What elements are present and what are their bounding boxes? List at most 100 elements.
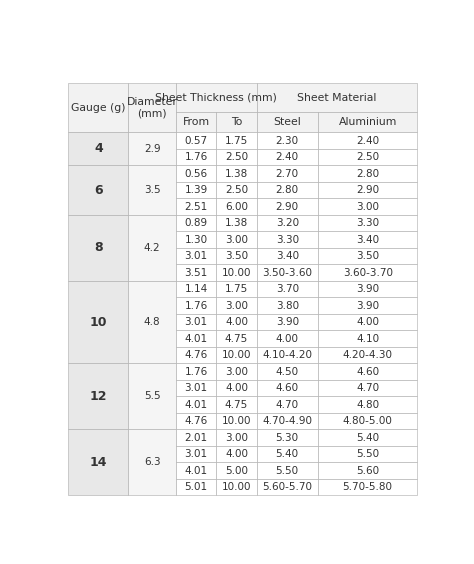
Text: 0.56: 0.56 xyxy=(184,169,208,179)
Bar xyxy=(128,281,176,363)
Text: 5.30: 5.30 xyxy=(276,433,299,443)
Bar xyxy=(318,281,418,297)
Bar xyxy=(318,215,418,231)
Bar xyxy=(128,363,176,429)
Bar xyxy=(176,265,217,281)
Text: 6: 6 xyxy=(94,184,103,197)
Bar xyxy=(256,396,318,413)
Bar xyxy=(217,363,256,380)
Text: 3.20: 3.20 xyxy=(276,218,299,228)
Bar xyxy=(256,231,318,248)
Bar xyxy=(176,149,217,165)
Bar xyxy=(128,429,176,495)
Bar xyxy=(217,462,256,479)
Text: 1.30: 1.30 xyxy=(184,235,208,245)
Text: 4.60: 4.60 xyxy=(276,383,299,393)
Bar xyxy=(318,314,418,331)
Bar xyxy=(256,314,318,331)
Text: 4.50: 4.50 xyxy=(276,367,299,377)
Text: 3.01: 3.01 xyxy=(184,449,208,459)
Text: 1.76: 1.76 xyxy=(184,152,208,162)
Text: 2.50: 2.50 xyxy=(356,152,379,162)
Bar xyxy=(256,215,318,231)
Bar xyxy=(318,182,418,199)
Bar xyxy=(318,363,418,380)
Text: 2.50: 2.50 xyxy=(225,152,248,162)
Bar xyxy=(68,429,128,495)
Text: 2.30: 2.30 xyxy=(276,135,299,146)
Bar xyxy=(318,446,418,462)
Text: From: From xyxy=(182,117,210,127)
Bar xyxy=(68,133,128,165)
Text: 1.75: 1.75 xyxy=(225,284,248,294)
Text: 4.76: 4.76 xyxy=(184,350,208,360)
Text: 3.60-3.70: 3.60-3.70 xyxy=(343,268,392,277)
Text: 4.2: 4.2 xyxy=(144,243,161,253)
Bar xyxy=(176,112,217,133)
Bar xyxy=(318,297,418,314)
Bar xyxy=(176,462,217,479)
Text: 5.60-5.70: 5.60-5.70 xyxy=(262,482,312,492)
Bar xyxy=(217,199,256,215)
Text: 1.38: 1.38 xyxy=(225,218,248,228)
Bar xyxy=(217,380,256,396)
Text: 5.00: 5.00 xyxy=(225,466,248,475)
Bar xyxy=(217,314,256,331)
Bar xyxy=(176,314,217,331)
Text: 3.50: 3.50 xyxy=(225,251,248,261)
Text: Gauge (g): Gauge (g) xyxy=(71,103,126,113)
Text: 2.01: 2.01 xyxy=(184,433,208,443)
Text: 3.30: 3.30 xyxy=(356,218,379,228)
Text: 2.50: 2.50 xyxy=(225,185,248,195)
Text: 3.00: 3.00 xyxy=(356,202,379,212)
Text: 4.8: 4.8 xyxy=(144,317,161,327)
Bar xyxy=(318,429,418,446)
Bar xyxy=(68,215,128,281)
Bar xyxy=(68,165,128,215)
Bar xyxy=(256,462,318,479)
Bar xyxy=(217,133,256,149)
Text: 4: 4 xyxy=(94,142,103,156)
Bar xyxy=(217,331,256,347)
Text: 1.75: 1.75 xyxy=(225,135,248,146)
Text: 4.00: 4.00 xyxy=(225,317,248,327)
Text: 5.01: 5.01 xyxy=(184,482,208,492)
Text: 3.00: 3.00 xyxy=(225,301,248,311)
Text: 3.51: 3.51 xyxy=(184,268,208,277)
Bar xyxy=(176,182,217,199)
Bar xyxy=(176,363,217,380)
Bar xyxy=(176,347,217,363)
Bar xyxy=(128,83,176,133)
Bar xyxy=(256,363,318,380)
Text: 3.30: 3.30 xyxy=(276,235,299,245)
Text: 3.40: 3.40 xyxy=(276,251,299,261)
Bar xyxy=(176,231,217,248)
Bar xyxy=(256,429,318,446)
Text: 2.90: 2.90 xyxy=(276,202,299,212)
Bar xyxy=(318,462,418,479)
Text: 2.40: 2.40 xyxy=(276,152,299,162)
Bar xyxy=(256,413,318,429)
Text: 4.70: 4.70 xyxy=(356,383,379,393)
Text: 2.90: 2.90 xyxy=(356,185,379,195)
Bar xyxy=(176,281,217,297)
Text: 2.9: 2.9 xyxy=(144,144,161,154)
Bar xyxy=(217,265,256,281)
Text: 5.50: 5.50 xyxy=(356,449,379,459)
Bar xyxy=(217,396,256,413)
Bar xyxy=(217,413,256,429)
Text: 4.70-4.90: 4.70-4.90 xyxy=(262,416,312,426)
Bar xyxy=(176,429,217,446)
Text: 4.76: 4.76 xyxy=(184,416,208,426)
Text: 3.01: 3.01 xyxy=(184,383,208,393)
Text: 3.90: 3.90 xyxy=(356,301,379,311)
Bar xyxy=(176,396,217,413)
Text: 4.00: 4.00 xyxy=(356,317,379,327)
Text: 5.60: 5.60 xyxy=(356,466,379,475)
Text: 3.00: 3.00 xyxy=(225,367,248,377)
Bar xyxy=(256,133,318,149)
Bar xyxy=(256,446,318,462)
Bar xyxy=(256,281,318,297)
Bar xyxy=(217,248,256,265)
Text: 4.20-4.30: 4.20-4.30 xyxy=(343,350,392,360)
